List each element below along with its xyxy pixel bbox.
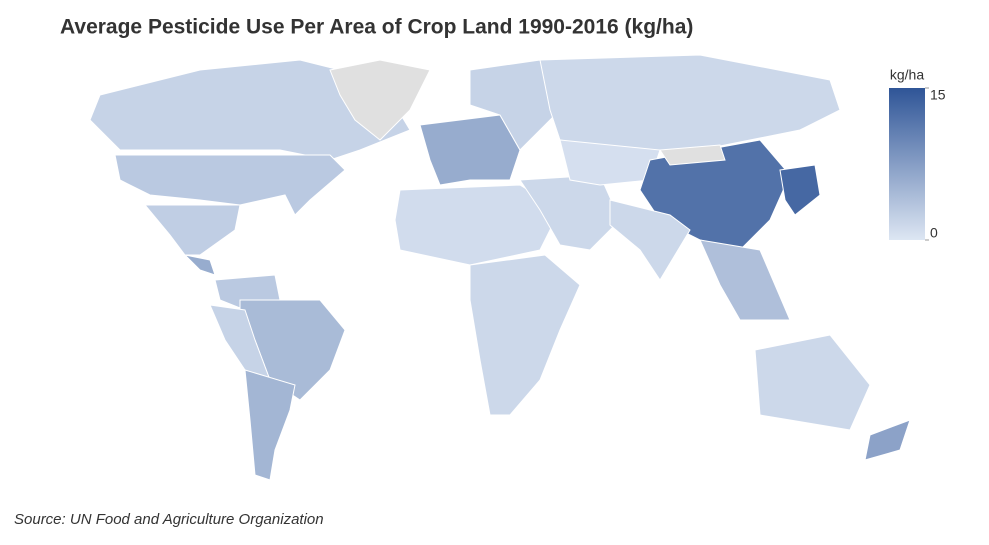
legend-tick-label: 0 bbox=[930, 225, 938, 241]
region bbox=[754, 334, 871, 431]
region bbox=[419, 114, 521, 186]
source: Source: UN Food and Agriculture Organiza… bbox=[14, 511, 324, 528]
region bbox=[183, 254, 216, 276]
region bbox=[329, 59, 431, 141]
map-title: Average Pesticide Use Per Area of Crop L… bbox=[60, 16, 693, 39]
region bbox=[143, 204, 241, 256]
region bbox=[659, 144, 726, 166]
regions bbox=[89, 54, 911, 481]
region bbox=[779, 164, 821, 216]
region bbox=[864, 419, 911, 461]
region bbox=[539, 54, 841, 151]
region bbox=[244, 369, 296, 481]
region bbox=[559, 139, 661, 186]
region bbox=[89, 59, 411, 161]
region bbox=[609, 199, 691, 281]
region bbox=[699, 239, 791, 321]
color-scale bbox=[889, 88, 925, 240]
region bbox=[114, 154, 346, 216]
region bbox=[469, 254, 581, 416]
legend-title: kg/ha bbox=[890, 67, 924, 83]
legend-tick-label: 15 bbox=[930, 87, 946, 103]
